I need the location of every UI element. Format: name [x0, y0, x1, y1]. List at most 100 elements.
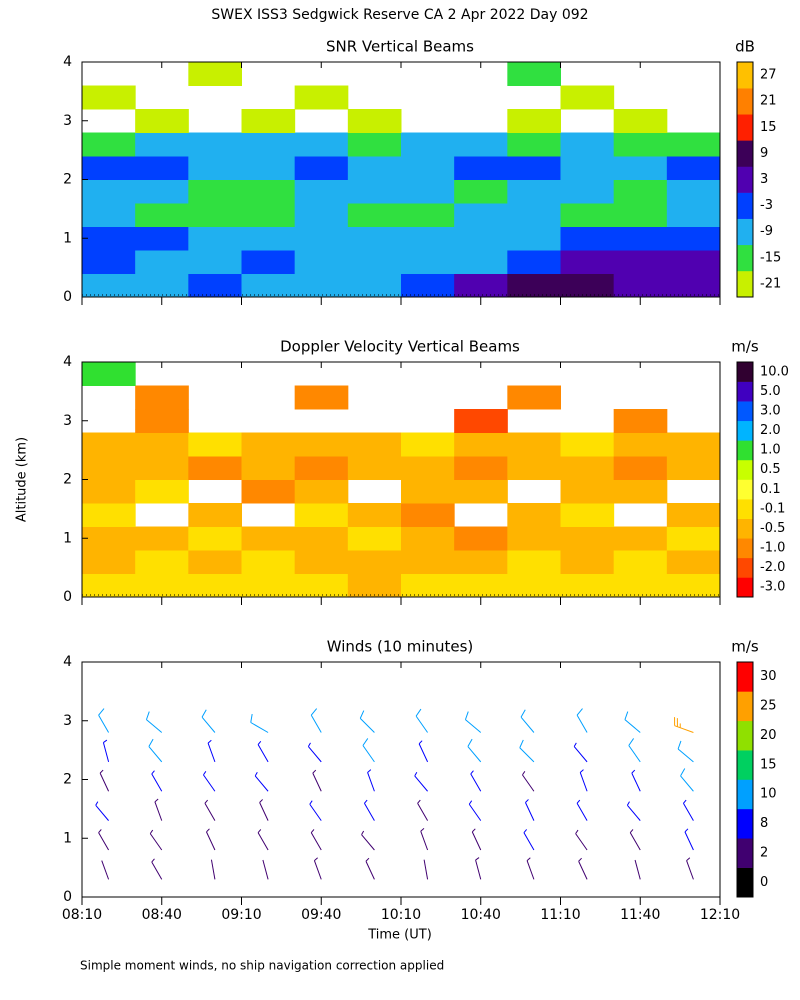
heat-cell: [188, 503, 242, 527]
wind-barb: [359, 710, 375, 733]
heat-cell: [82, 226, 136, 251]
colorbar-band: [737, 662, 753, 692]
wind-barb: [101, 860, 110, 880]
wind-barb: [154, 798, 163, 821]
wind-barb: [526, 857, 535, 880]
wind-barb: [102, 739, 110, 763]
heat-cell: [241, 156, 296, 180]
colorbar-band: [737, 808, 753, 839]
colorbar-label: -2.0: [760, 560, 785, 575]
colorbar-band: [737, 720, 753, 751]
heat-cell: [401, 479, 455, 504]
heat-cell: [560, 550, 615, 574]
heat-cell: [560, 226, 615, 251]
heat-cell: [666, 226, 721, 251]
y-tick-label: 1: [63, 830, 72, 846]
heat-cell: [507, 573, 561, 598]
wind-barb: [519, 739, 535, 763]
y-tick-label: 2: [63, 472, 72, 488]
wind-barb: [204, 799, 216, 821]
heat-cell: [135, 109, 189, 133]
heat-cell: [401, 132, 455, 157]
colorbar-band: [737, 499, 753, 519]
heat-cell: [666, 573, 721, 598]
wind-barb: [523, 829, 535, 851]
colorbar-band: [737, 362, 753, 382]
heat-cell: [347, 179, 402, 204]
heat-cell: [82, 573, 136, 598]
heat-cell: [454, 132, 508, 157]
y-tick-label: 3: [63, 413, 72, 429]
y-axis-label: Altitude (km): [15, 437, 30, 522]
colorbar-label: 15: [760, 120, 777, 135]
heat-cell: [135, 226, 189, 251]
colorbar-label: 25: [760, 699, 777, 714]
x-tick-label: 09:40: [301, 907, 341, 923]
heat-cell: [507, 203, 561, 227]
heat-cell: [613, 179, 668, 204]
wind-barb: [149, 829, 163, 851]
heat-cell: [666, 526, 721, 551]
x-axis-label: Time (UT): [367, 928, 432, 943]
colorbar-band: [737, 401, 753, 422]
x-tick-label: 10:10: [381, 907, 421, 923]
heat-cell: [560, 132, 615, 157]
heat-cell: [560, 456, 615, 480]
heat-cell: [401, 203, 455, 227]
heat-cell: [613, 226, 668, 251]
heat-cell: [294, 456, 349, 480]
heat-cell: [347, 503, 402, 527]
heat-cell: [347, 250, 402, 274]
wind-barb: [520, 709, 535, 733]
colorbar-label: 15: [760, 757, 777, 772]
x-tick-label: 10:40: [461, 907, 501, 923]
colorbar-label: -3.0: [760, 580, 785, 595]
colorbar-label: -0.1: [760, 501, 785, 516]
heat-cell: [241, 432, 296, 457]
colorbar-unit: m/s: [731, 338, 759, 356]
wind-barb: [575, 829, 588, 851]
heat-cell: [454, 250, 508, 274]
heat-cell: [294, 85, 349, 110]
wind-barb: [148, 738, 163, 763]
heat-cell: [613, 409, 668, 433]
x-tick-label: 09:10: [221, 907, 261, 923]
heat-cell: [135, 456, 189, 480]
colorbar-frame: [736, 661, 754, 898]
wind-barb: [634, 859, 641, 880]
heat-cell: [135, 250, 189, 274]
colorbar-label: 3: [760, 172, 768, 187]
heat-cell: [401, 273, 455, 298]
heat-cell: [666, 503, 721, 527]
colorbar-unit: m/s: [731, 638, 759, 656]
heat-cell: [294, 503, 349, 527]
heat-cell: [613, 479, 668, 504]
heat-cell: [347, 226, 402, 251]
heat-cell: [613, 432, 668, 457]
heat-cell: [241, 273, 296, 298]
colorbar-band: [737, 479, 753, 500]
heat-cell: [82, 179, 136, 204]
footnote: Simple moment winds, no ship navigation …: [80, 959, 444, 973]
wind-barb: [98, 708, 110, 733]
wind-barb: [629, 829, 641, 851]
colorbar-label: 10.0: [760, 364, 789, 379]
heat-cell: [188, 273, 242, 298]
colorbar-band: [737, 557, 753, 578]
heat-cell: [135, 385, 189, 410]
heat-cell: [347, 273, 402, 298]
wind-barb: [310, 829, 322, 851]
wind-barb: [367, 769, 375, 792]
heat-cell: [188, 573, 242, 598]
wind-barb: [415, 708, 428, 733]
heat-cell: [401, 250, 455, 274]
heat-cell: [401, 456, 455, 480]
heat-cell: [294, 385, 349, 410]
colorbar-label: -9: [760, 224, 773, 239]
wind-barb: [573, 742, 588, 763]
colorbar-label: 2.0: [760, 423, 781, 438]
heat-cell: [82, 550, 136, 574]
colorbar-band: [737, 218, 753, 246]
heat-cell: [188, 132, 242, 157]
y-tick-label: 4: [63, 54, 72, 70]
